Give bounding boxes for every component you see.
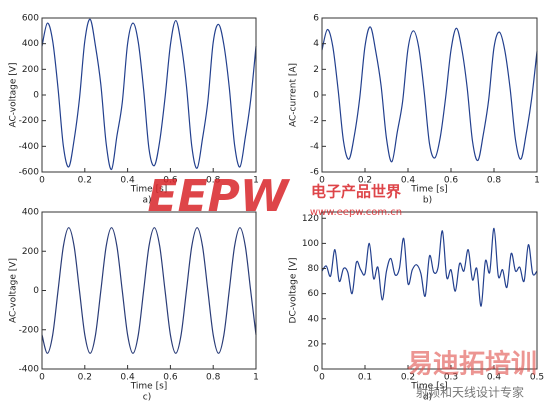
y-tick-label: 100 (302, 239, 319, 249)
x-tick-label: 0.4 (401, 176, 416, 186)
x-axis-label: Time [s] (410, 382, 448, 392)
axes-frame (321, 211, 538, 370)
y-tick-label: 2 (313, 65, 319, 75)
axes-frame (321, 17, 538, 173)
x-axis-label: Time [s] (130, 185, 168, 195)
x-tick-label: 0.2 (78, 373, 92, 383)
watermark: EEPW (148, 171, 291, 222)
y-tick-label: -600 (19, 168, 40, 178)
data-line (41, 227, 257, 354)
x-tick-label: 0.6 (163, 373, 178, 383)
x-tick-label: 0.2 (78, 176, 92, 186)
y-tick-label: -200 (19, 325, 40, 335)
x-tick-label: 0 (39, 373, 45, 383)
y-tick-label: -6 (310, 168, 319, 178)
x-tick-label: 0.3 (444, 373, 458, 383)
watermark: www.eepw.com.cn (310, 207, 402, 218)
y-axis-label: AC-voltage [V] (9, 63, 19, 128)
y-tick-label: -4 (310, 142, 319, 152)
y-tick-label: 200 (22, 65, 39, 75)
x-tick-label: 0 (319, 176, 325, 186)
caption: b) (423, 196, 432, 206)
subplot: -400 -200 0 200 400 0 0.2 0.4 0.6 0.8 1 Time [s]c) A… (9, 208, 259, 403)
subplot: 0 20 40 60 80 100 120 0 0.1 0.2 0.3 0.4 0.5 Time [s]d… (289, 211, 544, 403)
y-tick-label: 600 (22, 14, 39, 24)
x-tick-label: 0.8 (487, 176, 502, 186)
y-tick-label: 0 (33, 286, 39, 296)
caption: d) (423, 393, 432, 403)
x-axis-label: Time [s] (410, 185, 448, 195)
x-tick-label: 0 (39, 176, 45, 186)
caption: a) (142, 196, 151, 206)
y-tick-label: 200 (22, 247, 39, 257)
watermark: 电子产品世界 (311, 183, 401, 201)
y-axis-label: AC-current [A] (289, 63, 299, 127)
y-tick-label: 0 (313, 91, 319, 101)
x-tick-label: 1 (253, 373, 259, 383)
x-tick-label: 0.6 (444, 176, 459, 186)
watermark: 易迪拓培训 (407, 350, 537, 380)
axes-frame (41, 211, 257, 370)
x-tick-label: 0.8 (206, 176, 221, 186)
data-line (321, 26, 538, 163)
y-tick-label: 400 (22, 39, 39, 49)
subplot: -6 -4 -2 0 2 4 6 0 0.2 0.4 0.6 0.8 1 Time [s]b) AC-cur… (289, 14, 540, 206)
x-tick-label: 0.2 (401, 373, 415, 383)
x-tick-label: 0.4 (487, 373, 502, 383)
x-tick-label: 0.2 (358, 176, 372, 186)
x-tick-label: 0.6 (163, 176, 178, 186)
x-tick-label: 1 (253, 176, 259, 186)
y-tick-label: 20 (308, 339, 320, 349)
x-tick-label: 0 (319, 373, 325, 383)
y-tick-label: 6 (313, 14, 319, 24)
x-tick-label: 1 (534, 176, 540, 186)
x-tick-label: 0.4 (120, 176, 135, 186)
y-tick-label: -400 (19, 142, 40, 152)
y-axis-label: AC-voltage [V] (9, 258, 19, 323)
y-tick-label: 400 (22, 208, 39, 218)
y-tick-label: -2 (310, 116, 319, 126)
y-tick-label: 0 (313, 365, 319, 375)
subplot: -600 -400 -200 0 200 400 600 0 0.2 0.4 0.6 0.8 1 Time… (9, 14, 259, 206)
x-tick-label: 0.5 (530, 373, 544, 383)
y-tick-label: 80 (308, 264, 320, 274)
data-line (41, 18, 257, 171)
y-tick-label: 60 (308, 289, 320, 299)
y-tick-label: 0 (33, 91, 39, 101)
watermark: 射频和天线设计专家 (416, 385, 524, 400)
y-tick-label: -400 (19, 365, 40, 375)
y-tick-label: 40 (308, 314, 320, 324)
x-tick-label: 0.1 (358, 373, 372, 383)
y-axis-label: DC-voltage [V] (289, 258, 299, 324)
y-tick-label: 120 (302, 214, 319, 224)
x-axis-label: Time [s] (130, 382, 168, 392)
data-line (321, 227, 538, 307)
caption: c) (143, 393, 151, 403)
y-tick-label: -200 (19, 116, 40, 126)
x-tick-label: 0.4 (120, 373, 135, 383)
y-tick-label: 4 (313, 39, 319, 49)
x-tick-label: 0.8 (206, 373, 221, 383)
